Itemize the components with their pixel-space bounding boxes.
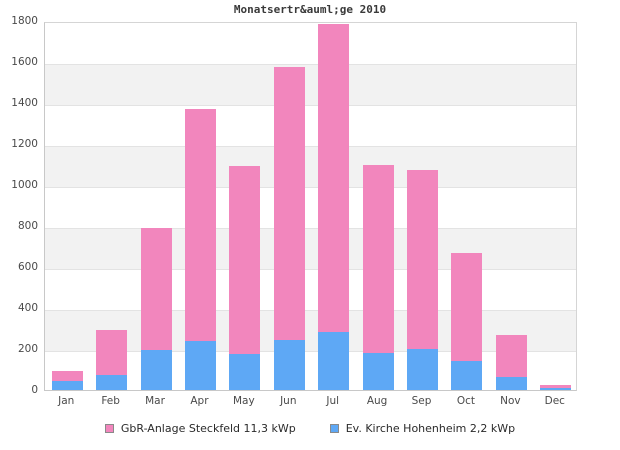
bar-sep[interactable] (407, 23, 438, 390)
grid-band (45, 310, 576, 351)
legend-item-0[interactable]: GbR-Anlage Steckfeld 11,3 kWp (104, 422, 296, 435)
gridline (45, 351, 576, 352)
bar-jul[interactable] (318, 23, 349, 390)
bar-segment-kirche[interactable] (185, 340, 216, 390)
bar-segment-gbr[interactable] (185, 108, 216, 341)
bar-oct[interactable] (451, 23, 482, 390)
grid-band (45, 228, 576, 269)
chart-legend: GbR-Anlage Steckfeld 11,3 kWp Ev. Kirche … (0, 422, 620, 435)
legend-item-1[interactable]: Ev. Kirche Hohenheim 2,2 kWp (329, 422, 516, 435)
bar-feb[interactable] (96, 23, 127, 390)
plot-area (44, 22, 577, 391)
y-tick-text: 1600 (11, 56, 38, 68)
bar-nov[interactable] (496, 23, 527, 390)
bar-segment-kirche[interactable] (496, 377, 527, 390)
x-tick-label-may: May (233, 395, 255, 407)
bar-may[interactable] (229, 23, 260, 390)
gridline (45, 228, 576, 229)
bar-aug[interactable] (363, 23, 394, 390)
bar-apr[interactable] (185, 23, 216, 390)
gridline (45, 146, 576, 147)
x-tick-label-jun: Jun (280, 395, 297, 407)
bar-segment-gbr[interactable] (407, 170, 438, 350)
bar-segment-gbr[interactable] (96, 329, 127, 376)
legend-label: GbR-Anlage Steckfeld 11,3 kWp (120, 422, 296, 435)
x-tick-label-aug: Aug (366, 395, 388, 407)
bar-segment-gbr[interactable] (274, 66, 305, 340)
x-tick-label-oct: Oct (456, 395, 476, 407)
gridline (45, 64, 576, 65)
bar-segment-kirche[interactable] (52, 381, 83, 390)
bar-segment-kirche[interactable] (363, 353, 394, 390)
y-tick-text: 1000 (11, 179, 38, 191)
x-tick-label-dec: Dec (544, 395, 565, 407)
x-tick-label-apr: Apr (190, 395, 209, 407)
legend-swatch-icon (329, 424, 339, 433)
bar-segment-gbr[interactable] (229, 165, 260, 354)
y-tick-text: 200 (17, 343, 38, 355)
bar-segment-kirche[interactable] (540, 387, 571, 390)
bar-segment-gbr[interactable] (540, 385, 571, 388)
y-tick-text: 400 (17, 302, 38, 314)
bar-segment-kirche[interactable] (96, 375, 127, 390)
bar-segment-gbr[interactable] (141, 228, 172, 351)
x-tick-label-nov: Nov (500, 395, 521, 407)
gridline (45, 187, 576, 188)
gridline (45, 105, 576, 106)
bar-segment-gbr[interactable] (363, 164, 394, 354)
y-axis-title: kWh (0, 170, 1, 196)
x-tick-label-mar: Mar (145, 395, 165, 407)
bar-segment-kirche[interactable] (407, 349, 438, 390)
x-tick-label-jul: Jul (326, 395, 340, 407)
y-tick-text: 800 (17, 220, 38, 232)
bar-segment-kirche[interactable] (274, 339, 305, 390)
bar-segment-kirche[interactable] (229, 353, 260, 390)
y-tick-text: 1800 (11, 15, 38, 27)
bar-segment-kirche[interactable] (318, 331, 349, 390)
gridline (45, 310, 576, 311)
y-tick-text: 1400 (11, 97, 38, 109)
bar-jan[interactable] (52, 23, 83, 390)
x-tick-label-jan: Jan (58, 395, 75, 407)
chart-title: Monatsertr&auml;ge 2010 (233, 3, 387, 16)
bar-segment-gbr[interactable] (52, 370, 83, 382)
bar-segment-kirche[interactable] (141, 350, 172, 390)
y-tick-text: 1200 (11, 138, 38, 150)
bar-mar[interactable] (141, 23, 172, 390)
bar-segment-gbr[interactable] (496, 335, 527, 378)
y-tick-text: 0 (31, 384, 38, 396)
legend-swatch-icon (104, 424, 114, 433)
bar-segment-kirche[interactable] (451, 360, 482, 390)
legend-label: Ev. Kirche Hohenheim 2,2 kWp (345, 422, 516, 435)
grid-band (45, 146, 576, 187)
x-tick-label-sep: Sep (411, 395, 432, 407)
gridline (45, 269, 576, 270)
bar-dec[interactable] (540, 23, 571, 390)
x-tick-label-feb: Feb (101, 395, 120, 407)
bar-segment-gbr[interactable] (451, 253, 482, 361)
bar-jun[interactable] (274, 23, 305, 390)
bar-segment-gbr[interactable] (318, 24, 349, 332)
y-tick-text: 600 (17, 261, 38, 273)
grid-band (45, 64, 576, 105)
